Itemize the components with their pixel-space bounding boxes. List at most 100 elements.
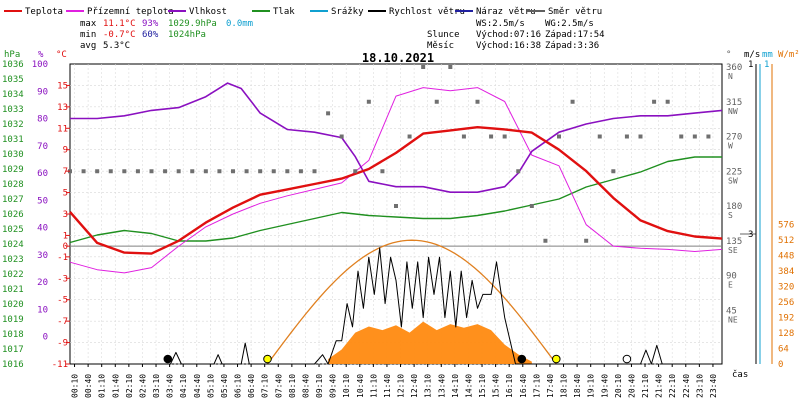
wind-direction-point [231, 169, 235, 174]
press-tick-label: 1036 [2, 60, 24, 70]
wind-direction-point [366, 99, 371, 104]
x-tick-label: 03:40 [166, 374, 175, 398]
wind-direction-point [461, 134, 466, 139]
x-tick-label: 03:10 [152, 374, 161, 398]
hum-tick-label: 100 [32, 60, 48, 70]
dir-tick-label: 315 [726, 98, 742, 108]
x-tick-label: 21:40 [655, 374, 664, 398]
axis-title-press: hPa [4, 50, 20, 60]
press-tick-label: 1031 [2, 135, 24, 145]
wind-direction-point [679, 134, 684, 139]
wind-direction-point [652, 99, 657, 104]
legend-label: Přízemní teplota [87, 7, 174, 17]
dir-tick-label: 360 [726, 63, 742, 73]
x-tick-label: 20:40 [627, 374, 636, 398]
theoretical-sun-curve [266, 239, 557, 365]
x-tick-label: 22:10 [668, 374, 677, 398]
x-tick-label: 09:10 [315, 374, 324, 398]
wind-direction-point [81, 169, 86, 174]
temp-tick-label: 1 [63, 231, 68, 241]
wind-direction-point [108, 169, 113, 174]
x-tick-label: 17:40 [546, 374, 555, 398]
x-tick-label: 00:10 [71, 374, 80, 398]
wm2-tick-label: 512 [778, 236, 794, 246]
wm2-tick-label: 192 [778, 314, 794, 324]
wind-direction-point [624, 134, 629, 139]
x-tick-label: 04:40 [193, 374, 202, 398]
stat-avg-temp: 5.3°C [103, 41, 130, 51]
series-wind [70, 247, 722, 365]
x-tick-label: 02:10 [125, 374, 134, 398]
rain-tick-label: 1 [764, 60, 769, 70]
press-tick-label: 1022 [2, 270, 24, 280]
press-tick-label: 1019 [2, 315, 24, 325]
wind-direction-point [190, 169, 195, 174]
temp-tick-label: 11 [57, 124, 68, 134]
legend-label: Vlhkost [189, 7, 227, 17]
x-tick-label: 04:10 [179, 374, 188, 398]
sun-label: Slunce [427, 30, 460, 40]
x-tick-label: 02:40 [138, 374, 147, 398]
wind-direction-point [570, 99, 575, 104]
hum-tick-label: 70 [37, 142, 48, 152]
legend-label: Rychlost větru [389, 7, 465, 17]
wind-direction-point [489, 134, 494, 139]
wind-direction-point [326, 111, 331, 116]
moon-set: Západ:3:36 [545, 41, 599, 51]
wind-direction-point [665, 99, 670, 104]
stat-max-rain: 0.0mm [226, 19, 253, 29]
wind-direction-point [516, 169, 521, 174]
x-tick-label: 18:40 [573, 374, 582, 398]
temp-tick-label: -3 [57, 274, 68, 284]
solar-area [328, 321, 532, 364]
dir-tick-compass: SW [728, 176, 738, 185]
x-tick-label: 15:10 [478, 374, 487, 398]
sun-curve [266, 239, 557, 365]
temp-tick-label: 0 [63, 242, 68, 252]
hum-tick-label: 90 [37, 87, 48, 97]
wind-direction-point [380, 169, 385, 174]
press-tick-label: 1033 [2, 105, 24, 115]
moon-rise: Východ:16:38 [476, 41, 541, 51]
astro-info: WS:2.5m/s WG:2.5m/s Slunce Východ:07:16 … [427, 19, 605, 51]
wind-direction-point [149, 169, 154, 174]
x-tick-label: 23:40 [709, 374, 718, 398]
stat-max-hum: 93% [142, 19, 159, 29]
series-hum [70, 82, 723, 193]
axis-title-dir: ° [726, 50, 731, 60]
wind-direction-point [312, 169, 317, 174]
x-axis-label: čas [732, 369, 748, 380]
press-tick-label: 1020 [2, 300, 24, 310]
x-tick-label: 12:40 [410, 374, 419, 398]
axis-title-rain: mm [762, 50, 773, 60]
x-tick-label: 14:40 [464, 374, 473, 398]
stat-avg-label: avg [80, 41, 96, 51]
wind-direction-point [407, 134, 412, 139]
press-tick-label: 1034 [2, 90, 24, 100]
wind-direction-point [298, 169, 303, 174]
hum-tick-label: 10 [37, 305, 48, 315]
wm2-tick-label: 576 [778, 221, 794, 231]
dir-tick-compass: E [728, 281, 733, 290]
stat-min-press: 1024hPa [168, 30, 206, 40]
wm2-tick-label: 320 [778, 283, 794, 293]
wind-direction-point [543, 238, 548, 243]
marker-moon_rise_white [622, 354, 632, 364]
wind-direction-point [217, 169, 222, 174]
hum-tick-label: 0 [43, 333, 48, 343]
markers [163, 354, 632, 364]
temp-tick-label: 7 [63, 167, 68, 177]
press-tick-label: 1030 [2, 150, 24, 160]
hum-tick-label: 50 [37, 196, 48, 206]
press-tick-label: 1017 [2, 345, 24, 355]
press-tick-label: 1029 [2, 165, 24, 175]
x-tick-label: 10:40 [356, 374, 365, 398]
x-tick-label: 06:10 [234, 374, 243, 398]
x-tick-label: 12:10 [397, 374, 406, 398]
wm2-tick-label: 448 [778, 252, 794, 262]
axis-title-temp: °C [56, 50, 67, 60]
legend: Teplota Přízemní teplota Vlhkost Tlak Srážky… [4, 7, 602, 17]
hum-tick-label: 80 [37, 115, 48, 125]
